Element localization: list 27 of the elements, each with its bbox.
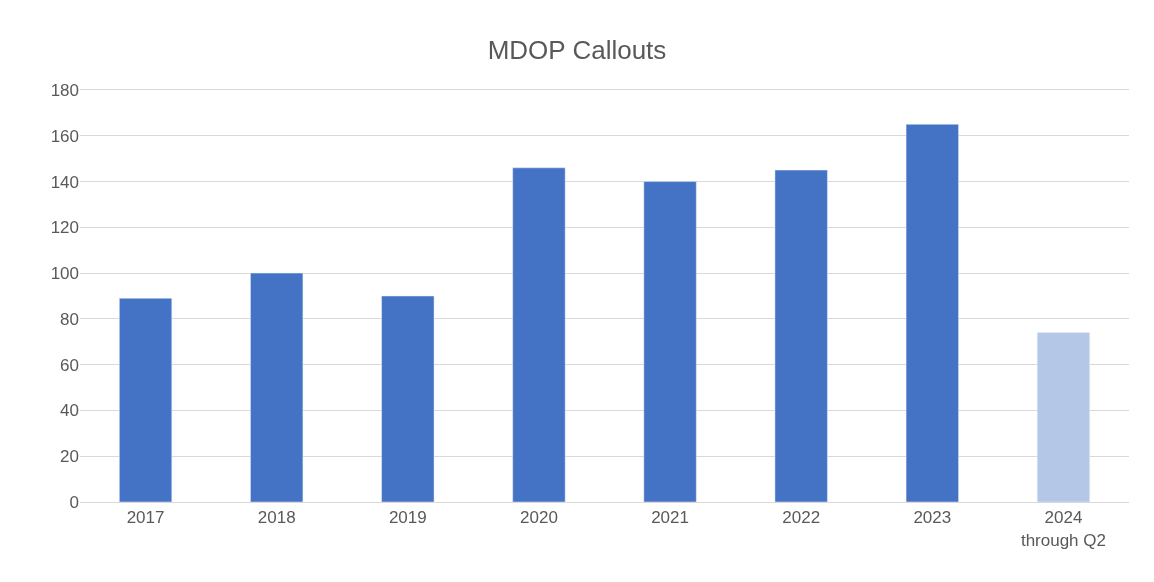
chart-title: MDOP Callouts [487, 34, 667, 65]
y-tick-label: 120 [50, 218, 79, 238]
bar [1036, 332, 1090, 502]
x-tick-label: 2017 [126, 508, 165, 528]
y-tick-label: 100 [50, 264, 79, 284]
x-tick-label: 2021 [651, 508, 689, 528]
bar [381, 295, 435, 502]
x-tick-label: 2018 [257, 508, 296, 528]
x-tick-label: 2023 [913, 508, 952, 528]
x-tick-label: 2020 [520, 508, 558, 528]
bar [250, 272, 304, 502]
y-tick-label: 180 [50, 80, 79, 100]
bar [643, 181, 697, 502]
y-tick-label: 60 [60, 355, 79, 375]
y-tick-label: 80 [60, 309, 79, 329]
y-tick-label: 20 [60, 447, 79, 467]
bar [512, 167, 566, 502]
y-tick-label: 140 [50, 172, 79, 192]
x-tick-label: 2024 through Q2 [1020, 508, 1106, 550]
y-tick-label: 40 [60, 401, 79, 421]
x-tick-label: 2019 [388, 508, 427, 528]
bar [119, 298, 173, 502]
x-tick-label: 2022 [782, 508, 821, 528]
bar [774, 169, 828, 502]
y-tick-label: 160 [50, 126, 79, 146]
y-tick-label: 0 [69, 492, 79, 512]
bar [905, 124, 959, 502]
